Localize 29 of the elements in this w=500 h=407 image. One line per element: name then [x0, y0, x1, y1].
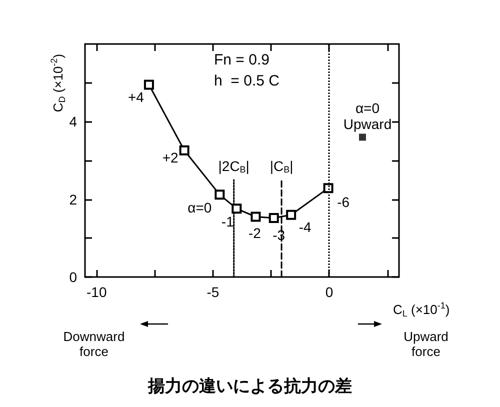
annotation: +2 — [162, 149, 179, 166]
x-tick-label: -5 — [206, 284, 220, 300]
point — [144, 80, 154, 90]
x-tick-label: -10 — [86, 284, 107, 300]
text: Upward force — [404, 329, 448, 359]
point — [358, 134, 366, 141]
annotation: +4 — [128, 88, 144, 105]
point — [268, 212, 279, 223]
annotation: -4 — [298, 218, 312, 235]
y-axis-title: CD (×10-2) — [49, 54, 67, 112]
annotation: h = 0.5 C — [214, 72, 280, 90]
point — [323, 183, 334, 194]
annotation: Fn = 0.9 — [214, 52, 270, 68]
point — [232, 204, 242, 214]
text: 揚力の違いによる抗力の差 — [147, 376, 352, 396]
x-tick-label: 0 — [325, 284, 334, 300]
annotation: α=0 — [188, 200, 212, 216]
point — [250, 212, 261, 222]
annotation: -6 — [337, 194, 350, 210]
y-tick-label: 4 — [69, 114, 78, 130]
point — [179, 145, 190, 156]
text: Downward force — [63, 329, 125, 359]
annotation: α=0 Upward — [343, 100, 392, 132]
annotation: -1 — [221, 214, 234, 230]
annotation: -2 — [248, 224, 262, 241]
y-tick-label: 2 — [69, 191, 78, 208]
point — [214, 190, 225, 200]
point — [286, 210, 296, 220]
y-tick-label: 0 — [69, 269, 78, 285]
